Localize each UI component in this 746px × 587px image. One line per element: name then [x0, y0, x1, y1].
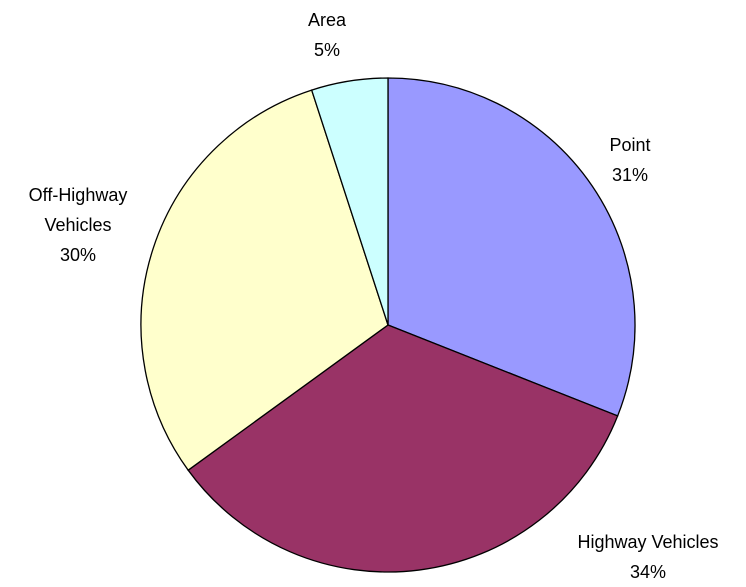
value-label: 34%: [629, 562, 667, 582]
slice-label: Highway Vehicles 34%: [538, 527, 746, 587]
pie-slice: [140, 89, 389, 472]
slice-label: Off-Highway Vehicles 30%: [3, 180, 153, 270]
pie-slice: [310, 77, 389, 326]
value-label: 30%: [59, 245, 97, 265]
category-label: Area: [307, 10, 347, 30]
pie-slice: [187, 324, 619, 573]
slice-label: Area 5%: [267, 5, 387, 65]
category-label: Point: [609, 135, 651, 155]
slice-label: Point 31%: [550, 130, 710, 190]
pie-slice: [387, 77, 636, 417]
category-label: Highway Vehicles: [577, 532, 719, 552]
category-label: Off-Highway Vehicles: [28, 185, 128, 235]
value-label: 5%: [313, 40, 340, 60]
value-label: 31%: [611, 165, 649, 185]
